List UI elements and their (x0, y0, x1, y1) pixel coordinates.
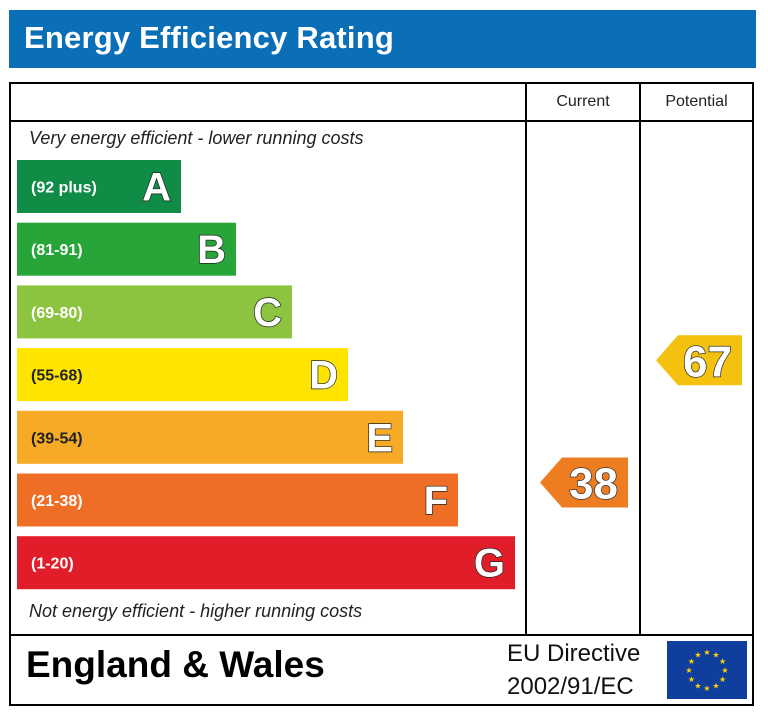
band-bar-a (17, 160, 181, 213)
band-bar-b (17, 222, 236, 276)
band-letter-b: B (197, 228, 226, 272)
band-range-a: (92 plus) (31, 180, 97, 197)
band-bar-e (17, 410, 403, 464)
eu-star-icon: ★ (685, 666, 692, 675)
band-bar-g (17, 536, 515, 590)
directive-line1: EU Directive (507, 640, 641, 667)
note-not-efficient: Not energy efficient - higher running co… (29, 601, 363, 621)
column-header-potential: Potential (665, 93, 728, 110)
region-label: England & Wales (26, 644, 325, 685)
band-range-c: (69-80) (31, 305, 83, 322)
eu-star-icon: ★ (694, 650, 701, 659)
eu-star-icon: ★ (719, 657, 726, 666)
eu-flag-icon: ★ ★ ★ ★ ★ ★ ★ ★ ★ ★ ★ ★ (667, 641, 747, 699)
eu-star-icon: ★ (703, 684, 710, 693)
band-bar-f (17, 473, 458, 527)
band-letter-c: C (253, 291, 282, 335)
band-range-b: (81-91) (31, 242, 83, 259)
rating-chart: (92 plus) A (81-91) B (69-80) C (55-68) D (39-54… (17, 160, 742, 590)
eu-star-icon: ★ (688, 657, 695, 666)
eu-star-icon: ★ (688, 675, 695, 684)
page-title: Energy Efficiency Rating (24, 20, 395, 55)
current-rating-arrow (540, 457, 628, 508)
band-letter-a: A (142, 166, 171, 210)
band-range-e: (39-54) (31, 430, 83, 447)
eu-star-icon: ★ (712, 650, 719, 659)
header-banner: Energy Efficiency Rating (9, 10, 756, 68)
band-bar-d (17, 348, 348, 402)
directive-line2: 2002/91/EC (507, 673, 634, 700)
eu-star-icon: ★ (721, 666, 728, 675)
band-letter-e: E (366, 416, 393, 460)
potential-rating-arrow (656, 335, 742, 386)
rating-frame: Current Potential Very energy efficient … (9, 82, 754, 706)
band-letter-d: D (309, 354, 338, 398)
band-range-g: (1-20) (31, 556, 74, 573)
band-letter-f: F (424, 479, 448, 523)
eu-star-icon: ★ (719, 675, 726, 684)
eu-star-icon: ★ (703, 648, 710, 657)
current-rating-value: 38 (569, 460, 618, 509)
eu-star-icon: ★ (712, 682, 719, 691)
potential-rating-value: 67 (683, 337, 732, 386)
note-very-efficient: Very energy efficient - lower running co… (29, 128, 364, 148)
column-divider-potential (639, 84, 641, 634)
column-divider-current (525, 84, 527, 634)
footer-row-divider (11, 634, 752, 636)
eu-star-icon: ★ (694, 682, 701, 691)
band-range-f: (21-38) (31, 493, 83, 510)
band-range-d: (55-68) (31, 368, 83, 385)
band-letter-g: G (474, 542, 505, 586)
header-row-divider (11, 120, 752, 122)
column-header-current: Current (556, 93, 610, 110)
band-bar-c (17, 285, 292, 339)
